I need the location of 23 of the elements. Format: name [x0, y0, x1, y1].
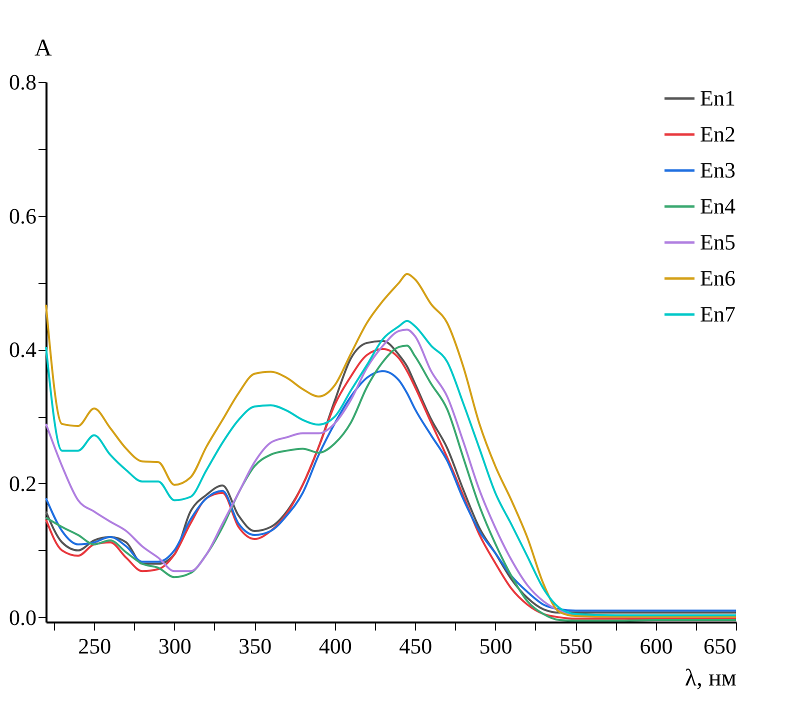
x-tick-label: 350 — [238, 634, 272, 658]
y-axis-title: A — [34, 36, 52, 62]
x-tick-label: 300 — [158, 634, 192, 658]
x-tick-label: 600 — [640, 634, 673, 658]
y-tick-label: 0.2 — [9, 470, 36, 496]
x-tick-label: 500 — [479, 634, 512, 658]
x-tick-label: 550 — [560, 634, 593, 658]
legend-label: En5 — [700, 230, 736, 254]
y-tick-label: 0.8 — [9, 70, 36, 94]
y-tick-label: 0.6 — [9, 203, 36, 228]
y-tick-label: 0.4 — [9, 337, 36, 362]
legend-label: En1 — [700, 86, 736, 110]
x-tick-label: 250 — [78, 634, 112, 658]
legend-label: En4 — [700, 194, 736, 218]
x-axis-title: λ, нм — [684, 666, 736, 692]
legend-label: En2 — [700, 122, 736, 146]
x-tick-label: 650 — [704, 634, 736, 658]
x-tick-label: 450 — [399, 634, 432, 658]
legend-label: En7 — [700, 302, 736, 326]
legend-label: En6 — [700, 266, 736, 290]
x-tick-label: 400 — [318, 634, 352, 658]
y-tick-label: 0.0 — [9, 604, 36, 630]
legend-label: En3 — [700, 158, 736, 182]
